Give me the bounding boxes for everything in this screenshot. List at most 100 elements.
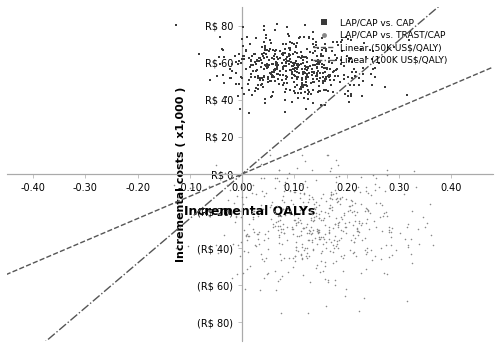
Point <box>272 61 280 67</box>
Point <box>350 73 358 78</box>
Point <box>350 249 358 254</box>
Point <box>334 245 342 251</box>
Point <box>344 75 352 80</box>
Point <box>334 224 342 230</box>
Point <box>260 73 268 79</box>
Point <box>280 63 288 69</box>
Point <box>228 75 235 81</box>
Point <box>330 73 338 78</box>
Point <box>276 55 284 61</box>
Point <box>388 242 396 247</box>
Point <box>314 53 322 59</box>
Point <box>252 61 260 67</box>
Point <box>316 59 324 65</box>
Point <box>332 57 340 63</box>
Point <box>301 22 309 28</box>
Point <box>262 52 270 57</box>
Point <box>294 54 302 60</box>
Point <box>360 78 368 84</box>
Point <box>257 252 265 257</box>
Point <box>291 49 299 55</box>
Point <box>308 57 316 63</box>
Point <box>347 93 355 98</box>
Point <box>279 73 287 78</box>
Point <box>309 36 317 42</box>
Point <box>320 231 328 236</box>
Point <box>294 62 302 68</box>
Point <box>262 63 270 69</box>
Point <box>239 53 247 58</box>
Point <box>293 67 301 72</box>
Point <box>242 49 250 54</box>
Point <box>428 232 436 238</box>
Point <box>313 262 321 268</box>
Point <box>332 157 340 163</box>
Point <box>246 58 254 63</box>
Point <box>340 212 348 218</box>
Point <box>419 214 427 220</box>
Point <box>332 221 340 227</box>
Point <box>400 191 408 197</box>
Point <box>316 236 324 242</box>
Point <box>244 81 252 86</box>
Point <box>320 234 328 240</box>
Point <box>300 69 308 75</box>
Point <box>316 54 324 59</box>
Point <box>331 221 339 227</box>
Point <box>342 224 350 229</box>
Point <box>365 226 373 231</box>
Point <box>344 55 352 61</box>
Point <box>318 250 326 256</box>
Point <box>248 53 256 59</box>
Point <box>340 268 347 274</box>
Point <box>298 66 306 72</box>
Point <box>324 231 332 236</box>
Point <box>273 61 281 66</box>
Point <box>340 220 348 226</box>
Point <box>270 78 278 84</box>
Point <box>316 71 324 76</box>
Point <box>337 62 345 67</box>
Point <box>240 227 248 233</box>
Point <box>357 270 365 276</box>
Point <box>322 245 330 250</box>
Point <box>346 237 354 243</box>
Point <box>265 48 273 53</box>
Point <box>286 48 294 53</box>
Point <box>326 78 334 83</box>
Point <box>258 75 266 80</box>
Point <box>308 72 316 78</box>
Point <box>284 205 292 210</box>
Point <box>403 224 411 230</box>
Point <box>313 73 321 79</box>
Point <box>228 68 235 74</box>
Point <box>274 71 282 77</box>
Point <box>257 57 265 63</box>
Point <box>368 247 376 253</box>
Point <box>292 220 300 226</box>
Point <box>236 215 244 220</box>
Point <box>336 79 344 85</box>
Point <box>342 230 350 236</box>
Point <box>304 87 312 92</box>
Point <box>364 208 372 214</box>
Point <box>250 62 258 67</box>
Point <box>332 197 340 202</box>
Point <box>297 56 305 61</box>
Point <box>278 197 286 203</box>
Point <box>260 193 268 199</box>
Point <box>342 196 350 201</box>
Point <box>293 65 301 71</box>
Point <box>224 197 232 203</box>
Point <box>292 222 300 228</box>
Point <box>370 74 378 80</box>
Point <box>291 90 299 96</box>
Point <box>369 66 377 72</box>
Point <box>421 224 429 229</box>
Point <box>312 265 320 270</box>
Point <box>296 208 304 213</box>
Point <box>270 69 278 74</box>
Point <box>334 162 342 167</box>
Point <box>299 57 307 63</box>
Point <box>288 40 296 46</box>
